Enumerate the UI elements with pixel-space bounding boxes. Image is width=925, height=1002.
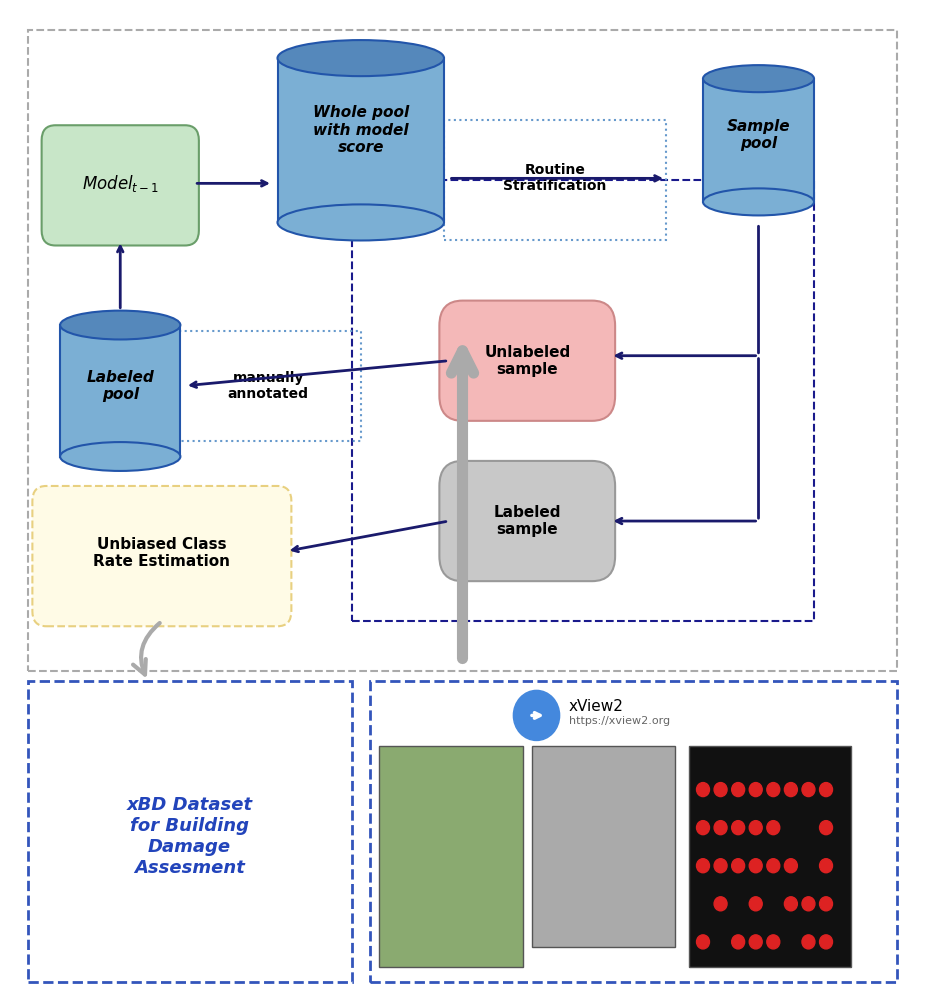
Circle shape (802, 859, 815, 873)
Circle shape (749, 935, 762, 949)
Ellipse shape (60, 442, 180, 471)
Circle shape (749, 897, 762, 911)
Text: Labeled
sample: Labeled sample (494, 505, 561, 537)
Bar (703, 79, 814, 202)
Bar (176, 331, 361, 441)
Circle shape (767, 783, 780, 797)
Bar (278, 58, 444, 222)
Circle shape (784, 935, 797, 949)
Text: xBD Dataset
for Building
Damage
Assesment: xBD Dataset for Building Damage Assesmen… (127, 797, 253, 877)
Bar (689, 746, 851, 967)
Ellipse shape (278, 40, 444, 76)
Circle shape (697, 821, 709, 835)
Circle shape (802, 897, 815, 911)
Circle shape (732, 897, 745, 911)
Circle shape (802, 783, 815, 797)
Circle shape (767, 935, 780, 949)
Text: https://xview2.org: https://xview2.org (569, 716, 670, 726)
Ellipse shape (278, 204, 444, 240)
Circle shape (767, 859, 780, 873)
Ellipse shape (703, 188, 814, 215)
Circle shape (714, 935, 727, 949)
Bar (352, 180, 814, 621)
Text: Sample
pool: Sample pool (727, 119, 790, 151)
Bar (28, 30, 897, 671)
Circle shape (732, 821, 745, 835)
Circle shape (767, 897, 780, 911)
Bar (60, 325, 180, 457)
Circle shape (784, 783, 797, 797)
Circle shape (732, 935, 745, 949)
FancyBboxPatch shape (32, 486, 291, 626)
Text: $\mathit{Model}_{t-1}$: $\mathit{Model}_{t-1}$ (81, 173, 159, 193)
Circle shape (802, 821, 815, 835)
Ellipse shape (60, 311, 180, 340)
Text: Whole pool
with model
score: Whole pool with model score (313, 105, 409, 155)
Text: Unbiased Class
Rate Estimation: Unbiased Class Rate Estimation (93, 537, 230, 569)
Ellipse shape (703, 65, 814, 92)
FancyBboxPatch shape (439, 301, 615, 421)
Circle shape (732, 859, 745, 873)
Circle shape (697, 935, 709, 949)
Circle shape (749, 821, 762, 835)
Text: xView2: xView2 (569, 699, 623, 713)
Circle shape (749, 859, 762, 873)
Circle shape (697, 859, 709, 873)
Circle shape (697, 897, 709, 911)
Circle shape (767, 821, 780, 835)
Circle shape (749, 783, 762, 797)
Bar (370, 681, 897, 982)
Bar (444, 120, 666, 240)
Circle shape (820, 935, 832, 949)
Text: Labeled
pool: Labeled pool (86, 370, 154, 402)
Bar (28, 681, 352, 982)
Circle shape (513, 690, 560, 740)
Circle shape (820, 821, 832, 835)
Text: Unlabeled
sample: Unlabeled sample (484, 345, 571, 377)
Circle shape (714, 821, 727, 835)
FancyBboxPatch shape (439, 461, 615, 581)
Bar (532, 746, 675, 947)
Circle shape (784, 859, 797, 873)
Bar (379, 746, 523, 967)
FancyBboxPatch shape (42, 125, 199, 245)
Text: Routine
Stratification: Routine Stratification (503, 163, 607, 193)
Text: manually
annotated: manually annotated (228, 371, 309, 401)
